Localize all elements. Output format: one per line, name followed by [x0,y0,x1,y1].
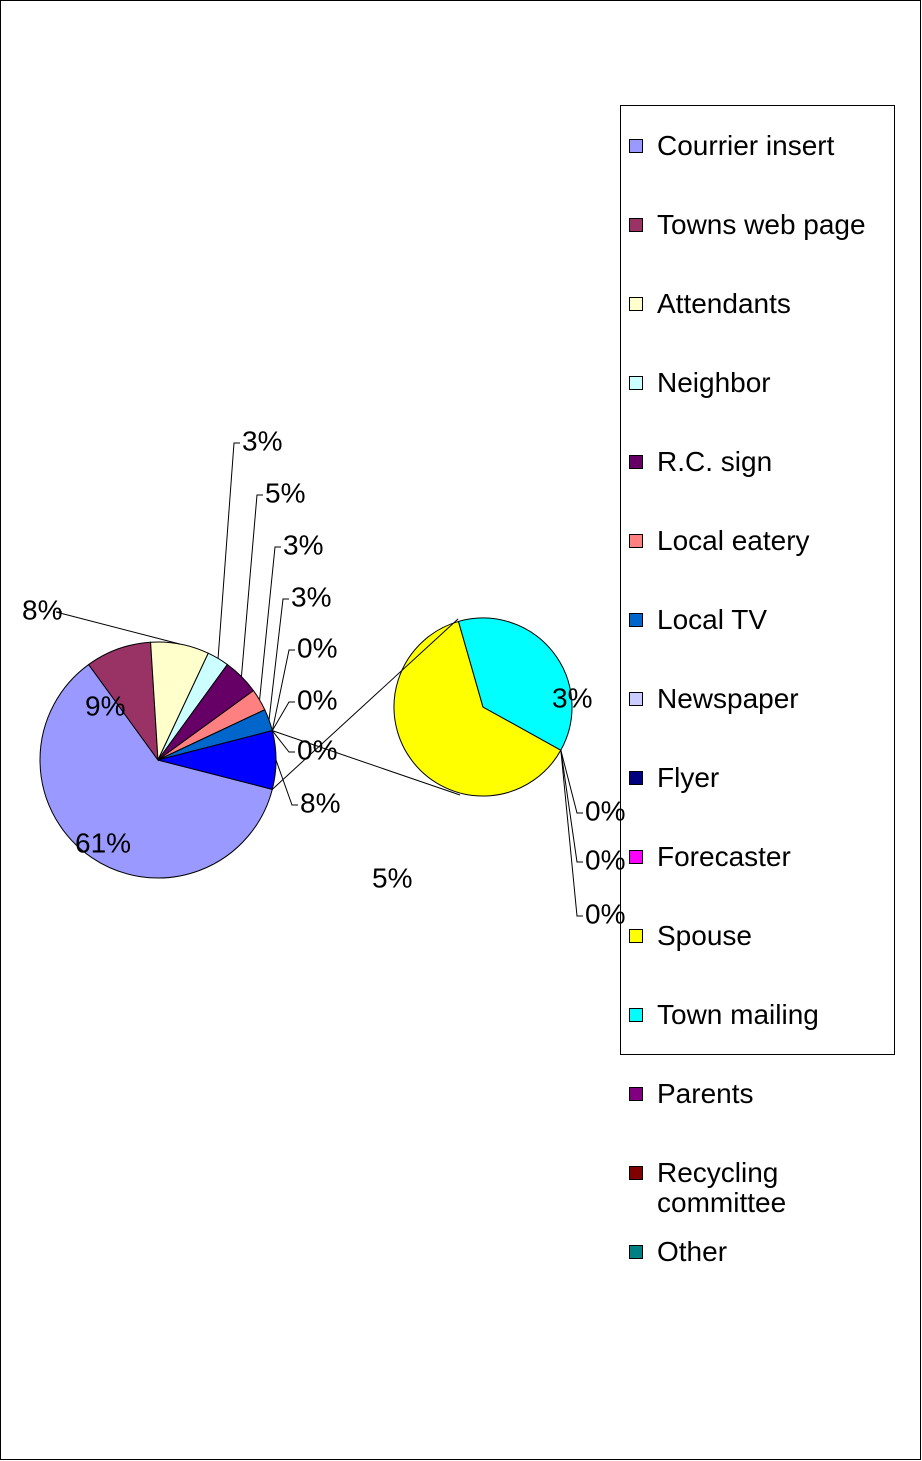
leader-line [217,442,240,659]
legend-label: Local eatery [657,525,810,556]
pie-slice [457,617,573,751]
legend-swatch [629,455,643,469]
legend-label: Town mailing [657,999,819,1030]
legend-label: Flyer [657,762,720,793]
legend-label: Other [657,1236,728,1267]
legend-swatch [629,1245,643,1259]
legend-label: Neighbor [657,367,771,398]
data-label: 0% [297,684,337,715]
leader-line [55,611,181,645]
legend-label: Towns web page [657,209,866,240]
data-label: 5% [372,862,412,893]
data-label: 3% [242,425,282,456]
leader-line [560,750,583,917]
legend-swatch [629,297,643,311]
data-label: 8% [22,594,62,625]
legend-label: Forecaster [657,841,791,872]
legend-swatch [629,218,643,232]
data-label: 3% [291,581,331,612]
legend-swatch [629,692,643,706]
legend-label: Parents [657,1078,754,1109]
leader-line [271,730,295,753]
data-label: 3% [283,529,323,560]
data-label: 9% [85,690,125,721]
legend-swatch [629,929,643,943]
legend-label: Spouse [657,920,752,951]
pie-slice [39,663,273,879]
leader-line [560,750,583,863]
legend-swatch [629,376,643,390]
pie-slice [393,620,562,797]
data-label: 61% [75,827,131,858]
legend-swatch [629,1008,643,1022]
connector-line [272,730,461,796]
legend-label: Courrier insert [657,130,835,161]
leader-line [275,759,298,806]
legend-label: Recycling committee [657,1157,787,1218]
leader-line [240,494,263,677]
data-label: 0% [297,632,337,663]
leader-line [268,598,289,721]
legend-swatch [629,139,643,153]
legend-label: Attendants [657,288,791,319]
leader-line [271,701,295,731]
legend-swatch [629,534,643,548]
legend-swatch [629,613,643,627]
data-label: 8% [300,787,340,818]
legend-swatch [629,771,643,785]
leader-line [560,750,583,814]
legend-swatch [629,1166,643,1180]
data-label: 0% [297,734,337,765]
legend-swatch [629,850,643,864]
legend-label: R.C. sign [657,446,773,477]
leader-line [271,649,295,731]
legend: Courrier insert Towns web page Attendants N… [620,105,895,1267]
legend-label: Local TV [657,604,767,635]
connector-line [271,618,459,790]
legend-swatch [629,1087,643,1101]
legend-label: Newspaper [657,683,799,714]
data-label: 0% [585,898,625,929]
data-label: 0% [585,844,625,875]
data-label: 3% [552,682,592,713]
data-label: 5% [265,477,305,508]
leader-line [259,546,281,700]
data-label: 0% [585,795,625,826]
